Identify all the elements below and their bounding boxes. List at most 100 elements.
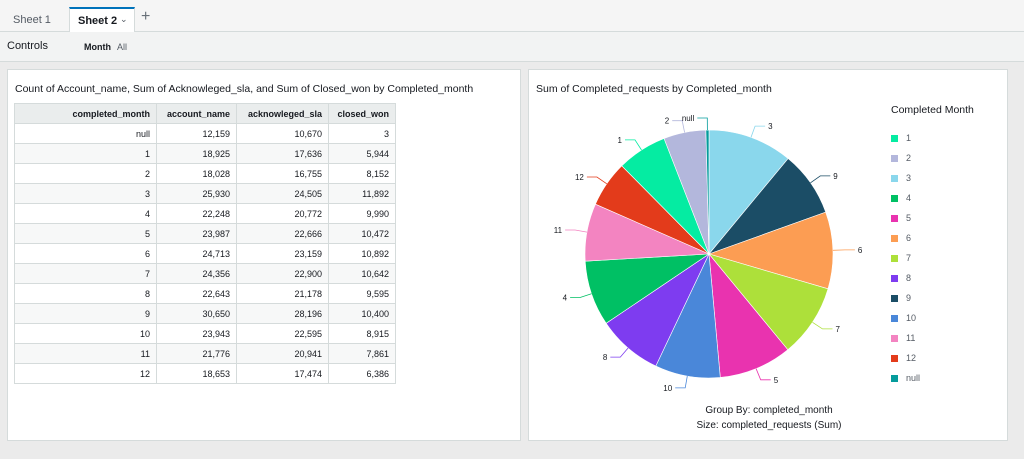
pie-leader-line bbox=[672, 120, 685, 133]
legend-label: 4 bbox=[906, 193, 912, 203]
table-cell: 3 bbox=[14, 183, 157, 204]
pie-slice-label: 3 bbox=[768, 122, 773, 131]
legend-item[interactable]: 5 bbox=[891, 208, 1001, 228]
pie-visual[interactable]: Sum of Completed_requests by Completed_m… bbox=[528, 69, 1008, 441]
pie-legend: Completed Month 1 2 3 4 5 6 7 8 9 10 11 12 null bbox=[891, 104, 1001, 388]
table-visual[interactable]: Count of Account_name, Sum of Acknowlege… bbox=[7, 69, 521, 441]
legend-swatch bbox=[891, 294, 898, 302]
table-row[interactable]: 4 22,248 20,772 9,990 bbox=[14, 203, 396, 224]
pie-leader-line bbox=[812, 321, 833, 330]
pie-slice-label: 7 bbox=[836, 325, 841, 334]
controls-bar: Controls Month All bbox=[0, 32, 1024, 62]
table-row[interactable]: 8 22,643 21,178 9,595 bbox=[14, 283, 396, 304]
pie-leader-line bbox=[755, 368, 771, 381]
table-cell: 23,159 bbox=[236, 243, 329, 264]
table-row[interactable]: 7 24,356 22,900 10,642 bbox=[14, 263, 396, 284]
legend-item[interactable]: 3 bbox=[891, 168, 1001, 188]
chevron-down-icon[interactable]: ⌄ bbox=[120, 14, 128, 24]
legend-label: 9 bbox=[906, 293, 912, 303]
legend-swatch bbox=[891, 274, 898, 282]
table-cell: 10,642 bbox=[328, 263, 396, 284]
legend-label: null bbox=[906, 373, 921, 383]
legend-item[interactable]: null bbox=[891, 368, 1001, 388]
table-row[interactable]: 3 25,930 24,505 11,892 bbox=[14, 183, 396, 204]
column-header-closed-won[interactable]: closed_won bbox=[328, 103, 396, 124]
legend-swatch bbox=[891, 314, 898, 322]
column-header-account-name[interactable]: account_name bbox=[156, 103, 237, 124]
plus-icon[interactable]: + bbox=[141, 8, 151, 25]
table-cell: 4 bbox=[14, 203, 157, 224]
table-row[interactable]: 1 18,925 17,636 5,944 bbox=[14, 143, 396, 164]
month-control-value[interactable]: All bbox=[117, 42, 128, 52]
pie-slice-label: 8 bbox=[603, 353, 608, 362]
table-cell: 5 bbox=[14, 223, 157, 244]
table-row[interactable]: 12 18,653 17,474 6,386 bbox=[14, 363, 396, 384]
table-cell: 3 bbox=[328, 123, 396, 144]
table-cell: 23,987 bbox=[156, 223, 237, 244]
table-cell: 12 bbox=[14, 363, 157, 384]
legend-item[interactable]: 1 bbox=[891, 128, 1001, 148]
pie-slice-label: 6 bbox=[858, 246, 863, 255]
column-header-completed-month[interactable]: completed_month bbox=[14, 103, 157, 124]
table-cell: 20,772 bbox=[236, 203, 329, 224]
pie-slice[interactable] bbox=[708, 211, 834, 290]
table-cell: 16,755 bbox=[236, 163, 329, 184]
pie-leader-line bbox=[570, 293, 592, 298]
pie-slice[interactable] bbox=[705, 129, 710, 255]
table-row[interactable]: 2 18,028 16,755 8,152 bbox=[14, 163, 396, 184]
table-cell: 22,595 bbox=[236, 323, 329, 344]
column-header-acknowleged-sla[interactable]: acknowleged_sla bbox=[236, 103, 329, 124]
legend-item[interactable]: 4 bbox=[891, 188, 1001, 208]
table-header-row: completed_month account_name acknowleged… bbox=[14, 103, 396, 124]
table-cell: 10,472 bbox=[328, 223, 396, 244]
pie-slice-label: 11 bbox=[554, 226, 563, 235]
pie-slice-label: 1 bbox=[618, 136, 623, 145]
table-visual-title: Count of Account_name, Sum of Acknowlege… bbox=[15, 83, 474, 95]
legend-item[interactable]: 11 bbox=[891, 328, 1001, 348]
table-cell: 25,930 bbox=[156, 183, 237, 204]
table-cell: 24,713 bbox=[156, 243, 237, 264]
table-row[interactable]: 6 24,713 23,159 10,892 bbox=[14, 243, 396, 264]
table-cell: 10,400 bbox=[328, 303, 396, 324]
table-row[interactable]: 9 30,650 28,196 10,400 bbox=[14, 303, 396, 324]
table-cell: 22,248 bbox=[156, 203, 237, 224]
table-cell: 9,990 bbox=[328, 203, 396, 224]
pie-slice-label: 10 bbox=[663, 384, 672, 393]
pie-leader-line bbox=[697, 117, 708, 131]
table-row[interactable]: 5 23,987 22,666 10,472 bbox=[14, 223, 396, 244]
table-row[interactable]: 10 23,943 22,595 8,915 bbox=[14, 323, 396, 344]
pie-slice-label: 4 bbox=[563, 294, 568, 303]
legend-item[interactable]: 10 bbox=[891, 308, 1001, 328]
legend-item[interactable]: 8 bbox=[891, 268, 1001, 288]
table-cell: 17,474 bbox=[236, 363, 329, 384]
pie-slice-label: 2 bbox=[665, 117, 670, 126]
legend-label: 8 bbox=[906, 273, 912, 283]
legend-item[interactable]: 9 bbox=[891, 288, 1001, 308]
legend-item[interactable]: 2 bbox=[891, 148, 1001, 168]
legend-label: 12 bbox=[906, 353, 917, 363]
legend-item[interactable]: 7 bbox=[891, 248, 1001, 268]
legend-title: Completed Month bbox=[891, 104, 974, 116]
pie-slice-label: 5 bbox=[774, 376, 779, 385]
tab-sheet-1[interactable]: Sheet 1 bbox=[4, 7, 66, 32]
legend-swatch bbox=[891, 254, 898, 262]
controls-title[interactable]: Controls bbox=[7, 40, 48, 52]
legend-swatch bbox=[891, 334, 898, 342]
pie-leader-line bbox=[586, 176, 608, 185]
legend-swatch bbox=[891, 134, 898, 142]
tab-sheet-2[interactable]: Sheet 2 ⌄ bbox=[69, 7, 135, 32]
legend-item[interactable]: 12 bbox=[891, 348, 1001, 368]
legend-swatch bbox=[891, 234, 898, 242]
table-cell: 24,505 bbox=[236, 183, 329, 204]
group-by-caption: Group By: completed_month bbox=[705, 405, 833, 416]
pie-slice[interactable] bbox=[708, 129, 789, 255]
table-row[interactable]: 11 21,776 20,941 7,861 bbox=[14, 343, 396, 364]
tab-label: Sheet 1 bbox=[13, 13, 51, 26]
legend-item[interactable]: 6 bbox=[891, 228, 1001, 248]
table-row[interactable]: null 12,159 10,670 3 bbox=[14, 123, 396, 144]
table-cell: 11,892 bbox=[328, 183, 396, 204]
table-cell: 8,152 bbox=[328, 163, 396, 184]
month-control-label[interactable]: Month bbox=[84, 42, 111, 52]
table-cell: 10 bbox=[14, 323, 157, 344]
